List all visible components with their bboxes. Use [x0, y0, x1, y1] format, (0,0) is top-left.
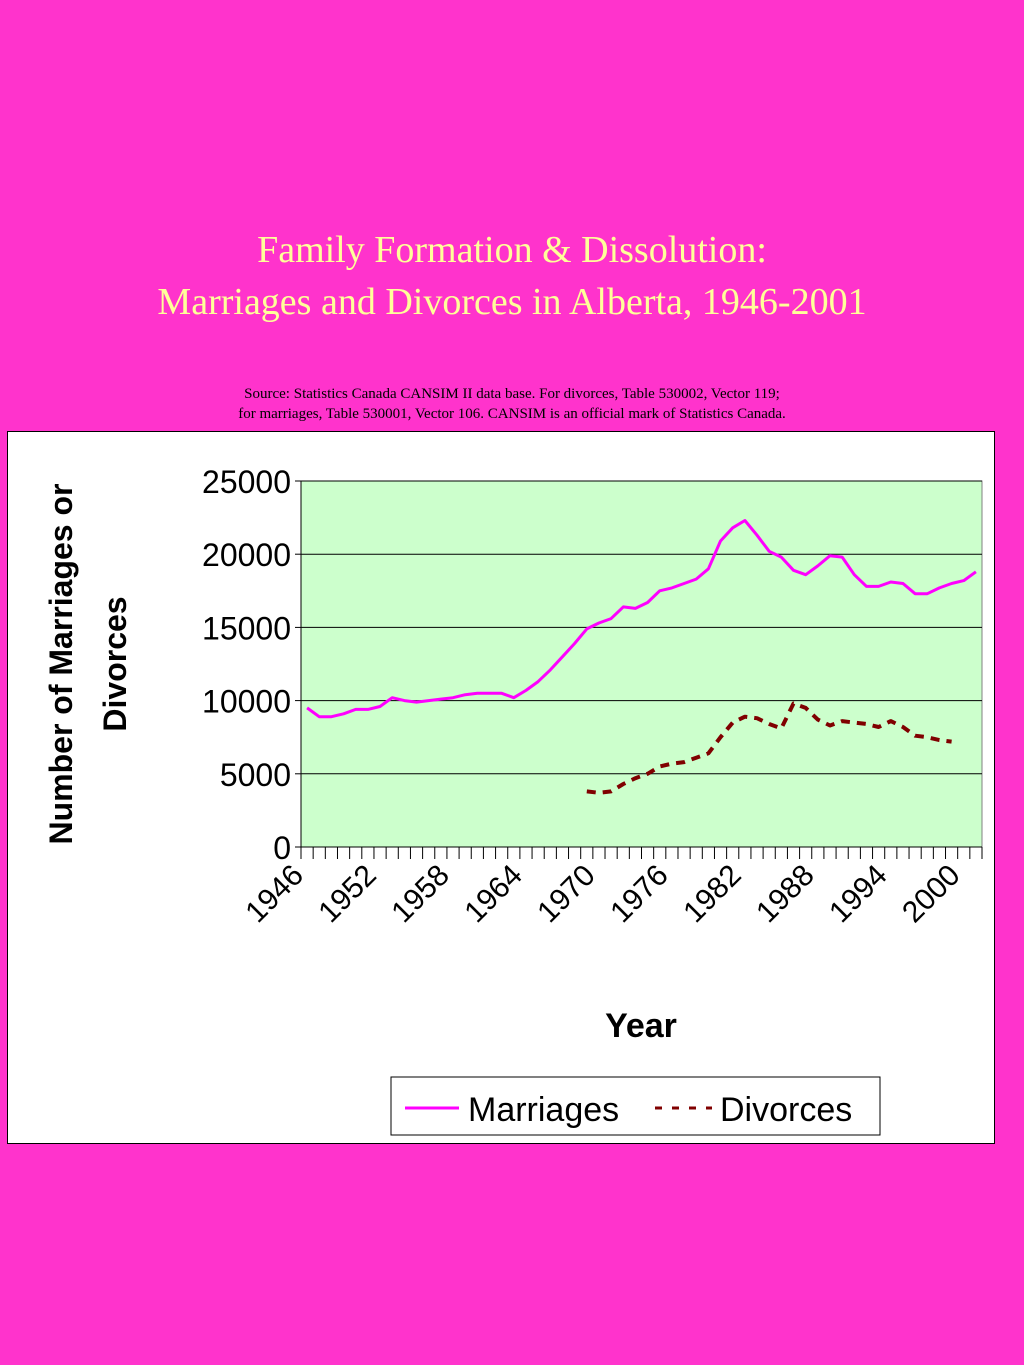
y-axis-ticks: 0 5000 10000 15000 20000 25000 — [202, 464, 982, 866]
y-tick-label-20000: 20000 — [202, 537, 291, 573]
x-tick-label-1958: 1958 — [385, 859, 456, 930]
y-axis-label: Number of Marriages or Divorces — [43, 484, 133, 845]
chart-container: 0 5000 10000 15000 20000 25000 1946 1952 1958 19… — [7, 431, 995, 1144]
series-layer — [306, 519, 977, 795]
x-tick-label-1976: 1976 — [604, 859, 675, 930]
y-tick-label-0: 0 — [273, 830, 291, 866]
x-tick-label-1988: 1988 — [750, 859, 821, 930]
x-axis-ticks: 1946 1952 1958 1964 1970 1976 1982 1988 1994 2000 — [239, 847, 983, 930]
x-tick-label-1970: 1970 — [531, 859, 602, 930]
legend-box — [390, 1076, 881, 1136]
x-tick-label-1964: 1964 — [458, 859, 529, 930]
x-tick-label-1946: 1946 — [239, 859, 310, 930]
x-tick-label-1994: 1994 — [823, 859, 894, 930]
y-tick-label-15000: 15000 — [202, 610, 291, 646]
legend-label-divorces: Divorces — [720, 1091, 852, 1129]
y-axis-label-line-1: Number of Marriages or — [43, 484, 79, 845]
x-tick-label-1952: 1952 — [312, 859, 383, 930]
x-axis-label: Year — [605, 1007, 677, 1045]
source-line-2: for marriages, Table 530001, Vector 106.… — [238, 406, 786, 422]
y-axis-label-line-2: Divorces — [97, 596, 133, 731]
page-title: Family Formation & Dissolution: Marriage… — [0, 224, 1024, 328]
title-line-2: Marriages and Divorces in Alberta, 1946-… — [157, 281, 867, 323]
y-tick-label-10000: 10000 — [202, 684, 291, 720]
y-tick-label-5000: 5000 — [220, 757, 291, 793]
series-line-marriages — [306, 519, 977, 719]
legend: Marriages Divorces — [390, 1076, 881, 1136]
x-tick-label-1982: 1982 — [677, 859, 748, 930]
source-note: Source: Statistics Canada CANSIM II data… — [0, 384, 1024, 424]
series-line-divorces — [586, 701, 952, 795]
plot-area — [300, 480, 983, 848]
x-tick-label-2000: 2000 — [896, 859, 967, 930]
title-line-1: Family Formation & Dissolution: — [257, 229, 767, 271]
y-tick-label-25000: 25000 — [202, 464, 291, 500]
source-line-1: Source: Statistics Canada CANSIM II data… — [244, 386, 780, 402]
legend-label-marriages: Marriages — [468, 1091, 619, 1129]
